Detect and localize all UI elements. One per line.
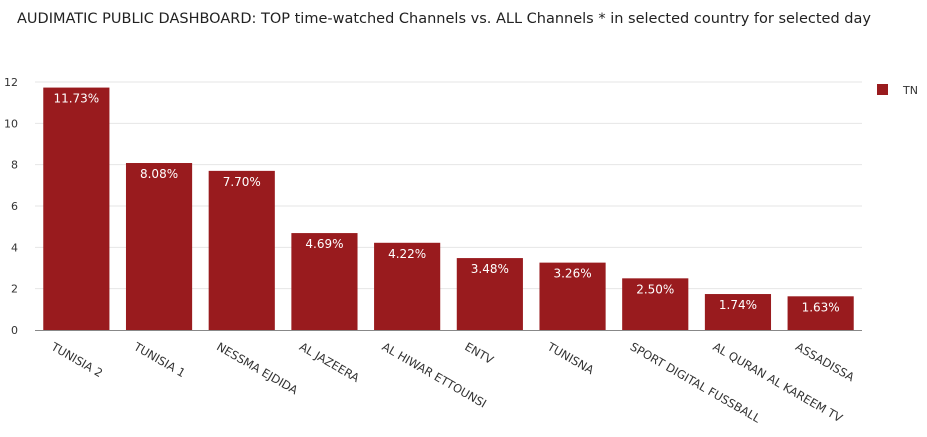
bar-data-label: 7.70%: [223, 175, 261, 189]
bar[interactable]: [291, 233, 358, 330]
y-tick-label: 6: [11, 200, 18, 213]
x-category-label: NESSMA EJDIDA: [214, 339, 300, 397]
bar-data-label: 1.74%: [719, 298, 757, 312]
bar[interactable]: [374, 242, 441, 330]
y-tick-label: 4: [11, 241, 18, 254]
bar-data-label: 4.69%: [305, 237, 343, 251]
x-category-label: SPORT DIGITAL FUSSBALL: [628, 339, 764, 425]
x-category-label: TUNISNA: [544, 339, 596, 377]
bar[interactable]: [456, 258, 523, 330]
bar-data-label: 11.73%: [53, 92, 99, 106]
legend-swatch-tn: [877, 84, 888, 95]
legend-label-tn: TN: [902, 84, 918, 97]
bar-data-label: 2.50%: [636, 282, 674, 296]
x-category-label: AL QURAN AL KAREEM TV: [710, 339, 845, 425]
y-tick-label: 10: [4, 117, 18, 130]
bar[interactable]: [622, 278, 689, 330]
bar-data-label: 3.48%: [471, 262, 509, 276]
bar[interactable]: [539, 262, 606, 330]
x-category-label: ASSADISSA: [793, 339, 857, 384]
bar-data-label: 8.08%: [140, 167, 178, 181]
y-axis-ticks: 0 2 4 6 8 10 12: [4, 76, 18, 337]
y-tick-label: 12: [4, 76, 18, 89]
bar[interactable]: [43, 87, 110, 330]
y-tick-label: 0: [11, 324, 18, 337]
legend[interactable]: TN: [877, 84, 918, 97]
bar[interactable]: [704, 294, 772, 330]
chart-title: AUDIMATIC PUBLIC DASHBOARD: TOP time-wat…: [17, 11, 871, 27]
bar[interactable]: [208, 170, 275, 330]
bar-data-label: 4.22%: [388, 247, 426, 261]
x-category-label: ENTV: [462, 339, 496, 367]
bar-data-label: 3.26%: [553, 267, 591, 281]
bar[interactable]: [787, 296, 854, 330]
bar[interactable]: [125, 163, 193, 330]
bar-data-label: 1.63%: [802, 300, 840, 314]
y-tick-label: 2: [11, 283, 18, 296]
x-category-label: TUNISIA 2: [48, 339, 105, 380]
x-category-label: TUNISIA 1: [131, 339, 188, 380]
grid-lines: [35, 81, 862, 290]
x-category-label: AL JAZEERA: [297, 339, 362, 385]
bars: 11.73% 8.08% 7.70% 4.69% 4.22% 3.48% 3.26% 2.50…: [43, 87, 854, 330]
y-tick-label: 8: [11, 159, 18, 172]
